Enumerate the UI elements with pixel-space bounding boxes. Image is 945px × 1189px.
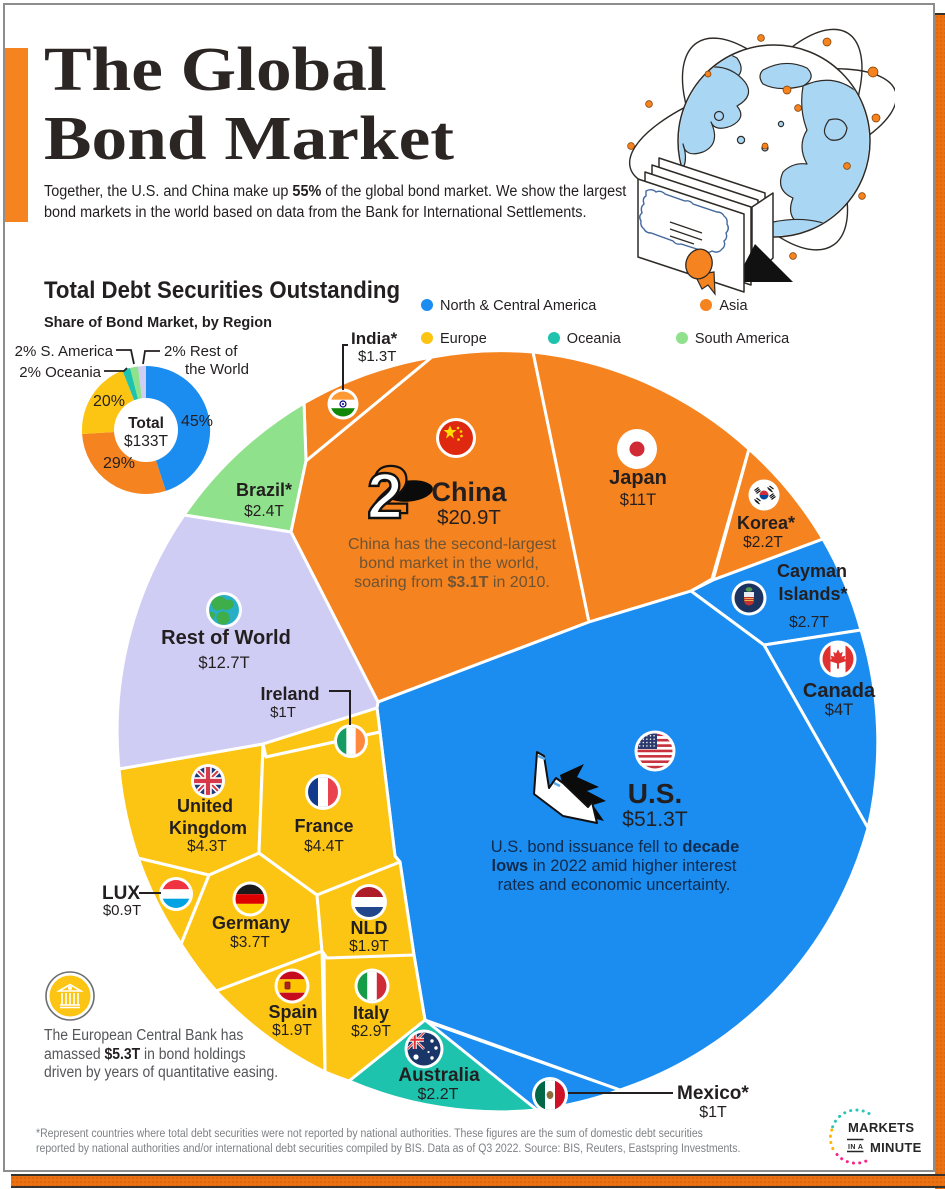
- svg-text:$11T: $11T: [620, 491, 656, 509]
- svg-text:Rest of World: Rest of World: [161, 627, 291, 649]
- svg-text:$4.4T: $4.4T: [304, 838, 344, 855]
- svg-text:Cayman: Cayman: [777, 561, 847, 581]
- svg-text:rates and economic uncertainty: rates and economic uncertainty.: [498, 876, 731, 894]
- svg-text:$3.7T: $3.7T: [230, 934, 270, 951]
- svg-text:29%: 29%: [103, 455, 135, 472]
- svg-text:Spain: Spain: [268, 1002, 317, 1022]
- svg-text:lows in 2022 amid higher inter: lows in 2022 amid higher interest: [492, 857, 737, 875]
- svg-text:$51.3T: $51.3T: [622, 808, 688, 831]
- svg-text:NLD: NLD: [351, 918, 388, 938]
- svg-text:$1.9T: $1.9T: [349, 938, 389, 955]
- svg-text:Kingdom: Kingdom: [169, 818, 247, 838]
- svg-text:$1T: $1T: [270, 704, 296, 721]
- svg-text:United: United: [177, 796, 233, 816]
- svg-text:Australia: Australia: [398, 1065, 480, 1086]
- svg-text:India*: India*: [351, 329, 398, 348]
- svg-text:MINUTE: MINUTE: [870, 1140, 922, 1155]
- svg-text:Germany: Germany: [212, 913, 290, 933]
- svg-text:China: China: [431, 477, 507, 507]
- svg-text:Canada: Canada: [803, 680, 876, 702]
- svg-text:$20.9T: $20.9T: [437, 506, 501, 529]
- svg-text:IN A: IN A: [848, 1144, 863, 1151]
- svg-text:2% S. America: 2% S. America: [15, 343, 114, 360]
- svg-text:2% Rest of: 2% Rest of: [164, 343, 238, 360]
- svg-text:France: France: [294, 816, 353, 836]
- svg-text:2: 2: [373, 454, 409, 526]
- svg-text:Ireland: Ireland: [260, 684, 319, 704]
- svg-text:Mexico*: Mexico*: [677, 1083, 749, 1104]
- svg-text:$4T: $4T: [825, 701, 853, 719]
- svg-text:bond market in the world,: bond market in the world,: [359, 555, 539, 572]
- svg-text:$4.3T: $4.3T: [187, 838, 227, 855]
- svg-text:2: 2: [367, 460, 403, 532]
- svg-text:Islands*: Islands*: [778, 584, 847, 604]
- svg-text:MARKETS: MARKETS: [848, 1120, 914, 1135]
- svg-text:2: 2: [373, 454, 409, 526]
- svg-text:China has the second-largest: China has the second-largest: [348, 536, 557, 553]
- svg-text:Korea*: Korea*: [737, 513, 795, 533]
- svg-text:$2.2T: $2.2T: [418, 1086, 459, 1103]
- svg-text:soaring from $3.1T in 2010.: soaring from $3.1T in 2010.: [354, 574, 550, 591]
- svg-text:$2.4T: $2.4T: [244, 503, 284, 520]
- svg-text:$1.3T: $1.3T: [358, 348, 396, 365]
- svg-text:LUX: LUX: [102, 883, 140, 904]
- svg-text:U.S. bond issuance fell to dec: U.S. bond issuance fell to decade: [491, 838, 740, 856]
- svg-text:45%: 45%: [181, 413, 213, 430]
- svg-text:20%: 20%: [93, 393, 125, 410]
- svg-text:$1T: $1T: [699, 1104, 727, 1121]
- svg-text:Brazil*: Brazil*: [236, 480, 292, 500]
- svg-text:$2.2T: $2.2T: [743, 534, 783, 551]
- svg-text:U.S.: U.S.: [628, 778, 682, 809]
- svg-text:Japan: Japan: [609, 467, 667, 489]
- svg-text:$133T: $133T: [124, 433, 168, 450]
- svg-text:$1.9T: $1.9T: [272, 1022, 312, 1039]
- svg-text:Italy: Italy: [353, 1003, 389, 1023]
- svg-text:$2.7T: $2.7T: [789, 614, 829, 631]
- svg-text:the World: the World: [185, 361, 249, 378]
- svg-text:Total: Total: [128, 415, 164, 432]
- svg-text:$12.7T: $12.7T: [198, 654, 249, 672]
- svg-text:$0.9T: $0.9T: [103, 902, 141, 919]
- svg-text:$2.9T: $2.9T: [351, 1023, 391, 1040]
- svg-text:2% Oceania: 2% Oceania: [19, 364, 101, 381]
